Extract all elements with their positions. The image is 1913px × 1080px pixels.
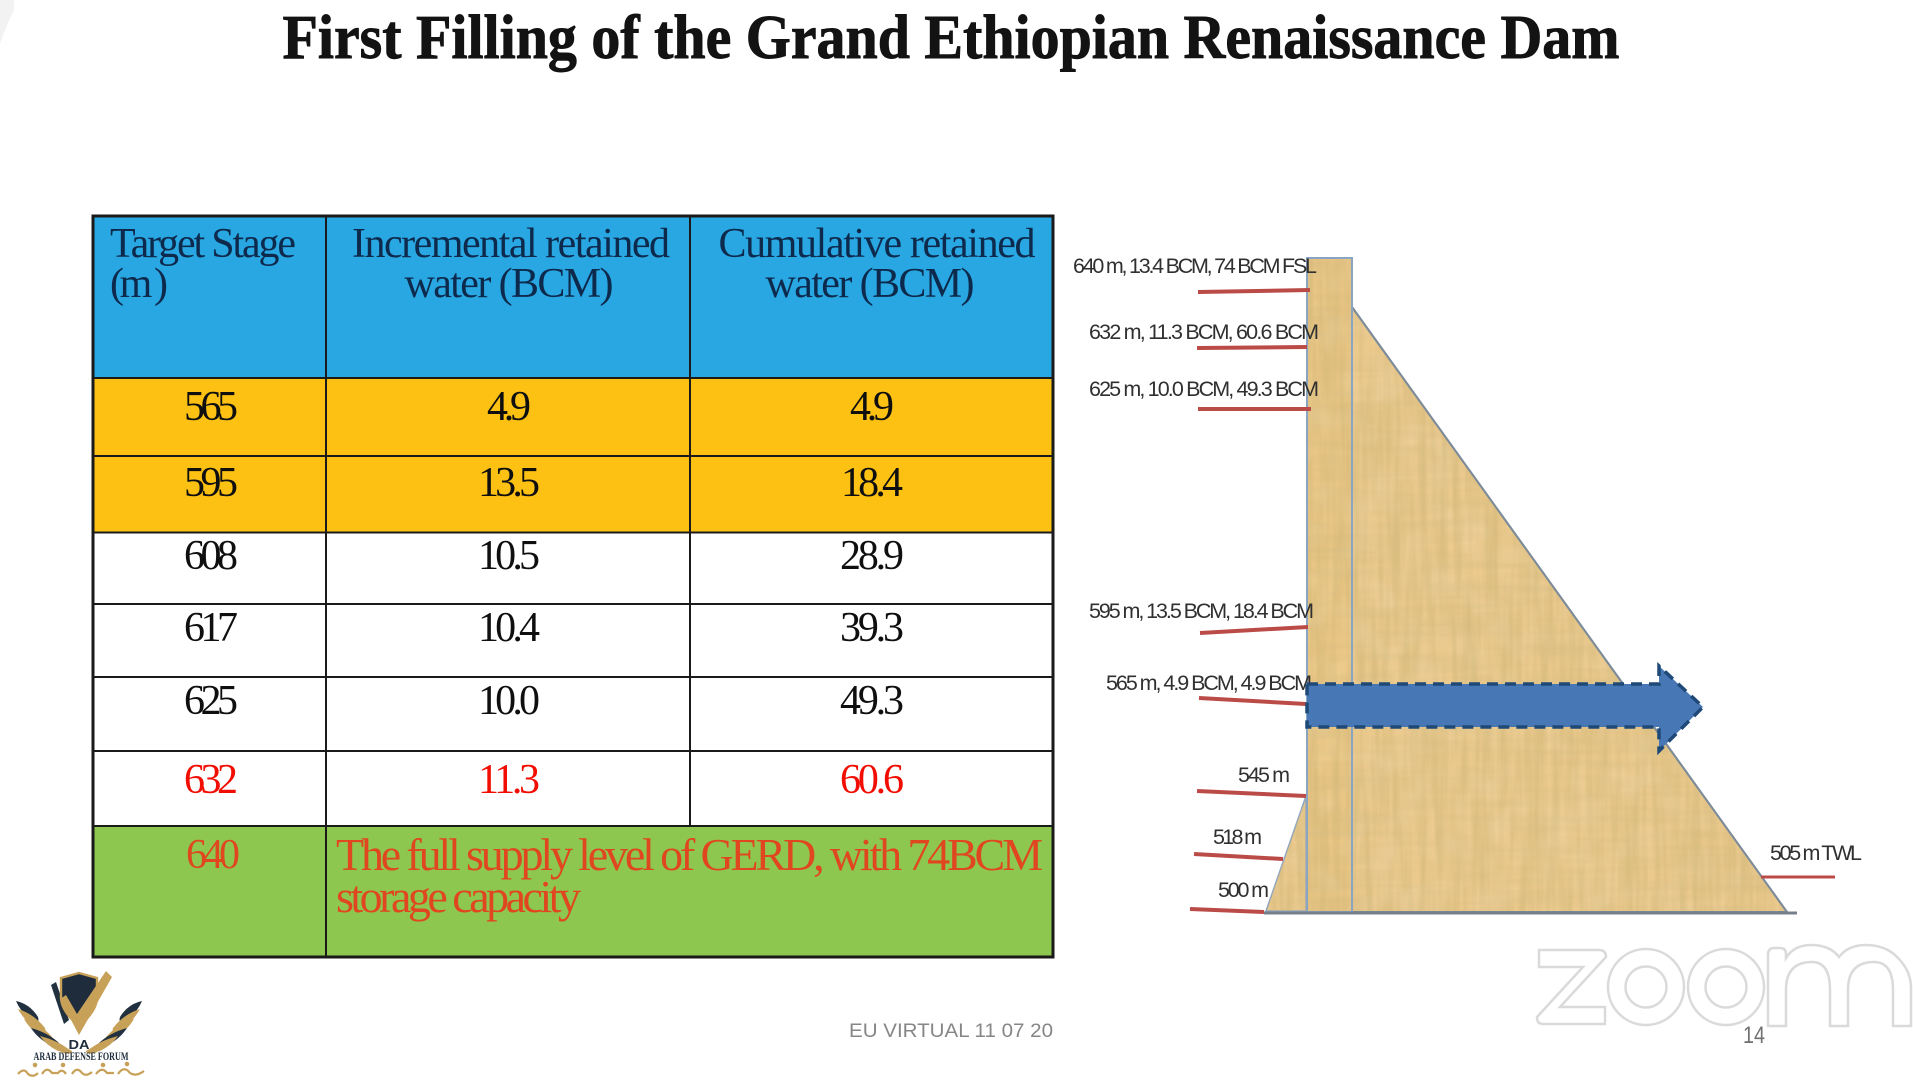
svg-text:625 m, 10.0 BCM, 49.3 BCM: 625 m, 10.0 BCM, 49.3 BCM <box>1089 377 1319 401</box>
svg-text:EU VIRTUAL 11 07 20: EU VIRTUAL 11 07 20 <box>849 1021 1053 1042</box>
svg-text:storage capacity: storage capacity <box>336 871 581 922</box>
svg-text:water (BCM): water (BCM) <box>766 261 975 307</box>
svg-text:DA: DA <box>69 1037 91 1052</box>
svg-text:545 m: 545 m <box>1238 763 1290 787</box>
svg-text:Incremental retained: Incremental retained <box>352 221 670 267</box>
svg-text:Target Stage: Target Stage <box>110 221 296 267</box>
svg-text:617: 617 <box>184 605 238 651</box>
svg-text:565: 565 <box>184 384 238 430</box>
svg-text:595: 595 <box>184 460 238 506</box>
svg-text:14: 14 <box>1743 1022 1765 1049</box>
svg-text:28.9: 28.9 <box>840 533 904 579</box>
svg-text:640: 640 <box>186 832 240 878</box>
svg-text:640 m, 13.4 BCM, 74 BCM FSL: 640 m, 13.4 BCM, 74 BCM FSL <box>1073 254 1317 278</box>
svg-text:632: 632 <box>184 757 238 803</box>
svg-text:4.9: 4.9 <box>850 384 894 430</box>
svg-text:ARAB DEFENSE FORUM: ARAB DEFENSE FORUM <box>34 1049 129 1063</box>
svg-text:10.0: 10.0 <box>478 678 540 724</box>
svg-text:Cumulative retained: Cumulative retained <box>719 221 1036 267</box>
svg-text:518 m: 518 m <box>1213 825 1262 849</box>
svg-text:625: 625 <box>184 678 238 724</box>
svg-text:The full supply level of GERD,: The full supply level of GERD, with 74BC… <box>336 829 1043 880</box>
svg-text:water (BCM): water (BCM) <box>405 261 614 307</box>
svg-text:632 m, 11.3 BCM, 60.6 BCM: 632 m, 11.3 BCM, 60.6 BCM <box>1089 320 1319 344</box>
svg-text:608: 608 <box>184 533 238 579</box>
svg-text:505 m TWL: 505 m TWL <box>1770 841 1862 865</box>
svg-text:First Filling of the Grand Eth: First Filling of the Grand Ethiopian Ren… <box>283 4 1620 72</box>
svg-text:(m ): (m ) <box>110 261 168 307</box>
svg-text:39.3: 39.3 <box>840 605 904 651</box>
svg-text:565 m, 4.9 BCM, 4.9 BCM: 565 m, 4.9 BCM, 4.9 BCM <box>1106 671 1312 695</box>
svg-text:500 m: 500 m <box>1218 878 1269 902</box>
svg-text:49.3: 49.3 <box>840 678 904 724</box>
svg-text:13.5: 13.5 <box>478 460 540 506</box>
svg-text:595 m, 13.5 BCM, 18.4 BCM: 595 m, 13.5 BCM, 18.4 BCM <box>1089 599 1314 623</box>
svg-text:10.4: 10.4 <box>478 605 540 651</box>
svg-text:11.3: 11.3 <box>478 757 540 803</box>
svg-text:4.9: 4.9 <box>487 384 531 430</box>
svg-text:18.4: 18.4 <box>841 460 903 506</box>
svg-text:60.6: 60.6 <box>840 757 904 803</box>
svg-text:10.5: 10.5 <box>478 533 540 579</box>
